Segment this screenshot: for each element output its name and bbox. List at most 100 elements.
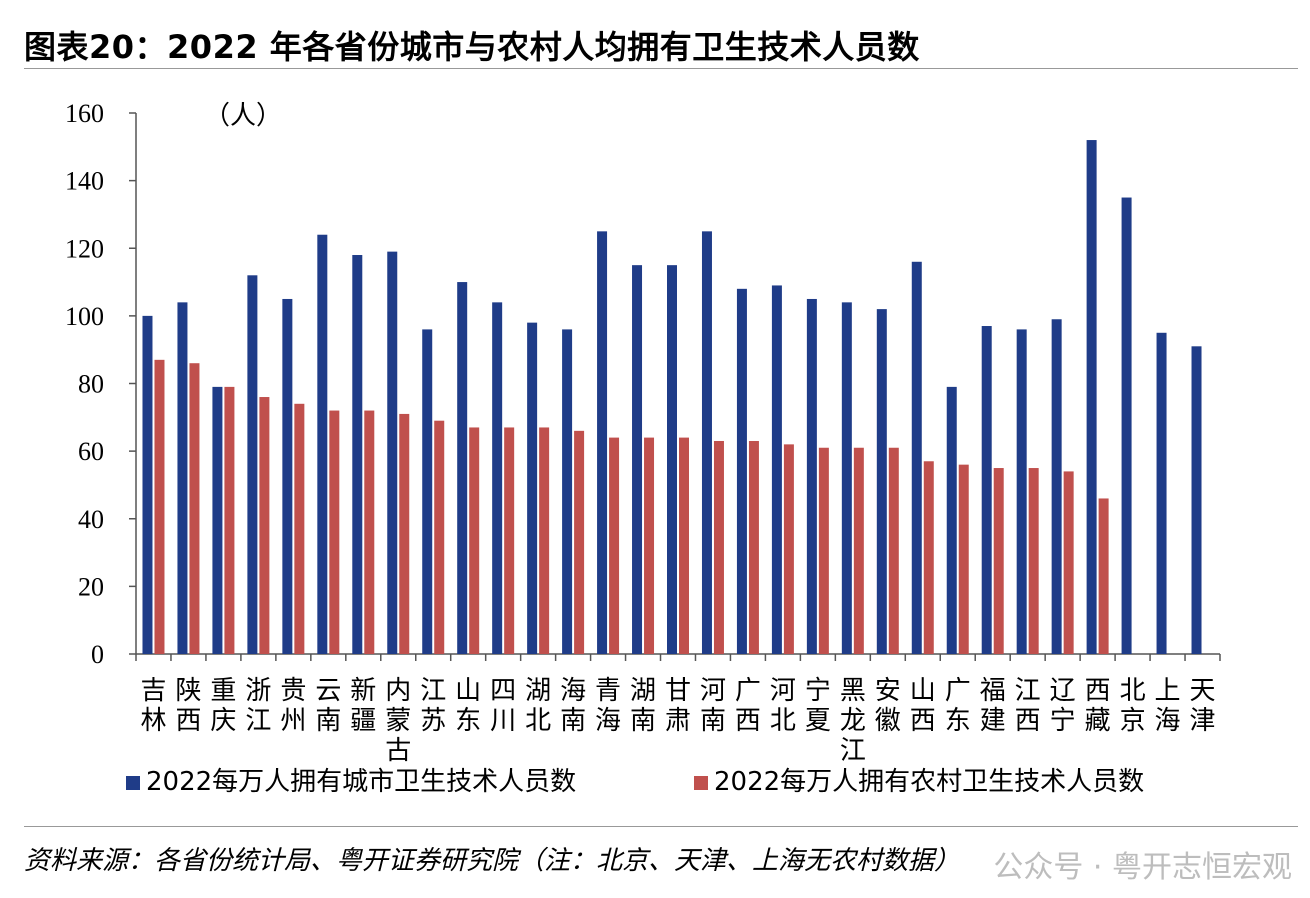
unit-label: （人） [204,101,282,131]
bar-urban [1016,329,1027,654]
bar-rural [609,437,620,654]
x-category-label: 南 [700,706,726,736]
x-category-label: 西 [910,706,936,736]
bar-rural [504,427,515,654]
bar-urban [946,386,957,654]
x-category-label: 建 [980,706,1006,736]
bar-rural [1063,471,1074,654]
y-tick-label: 40 [78,505,104,534]
x-category-label: 重 [210,676,236,706]
x-category-label: 蒙 [385,706,411,736]
bar-urban [457,282,468,654]
x-category-label: 河 [770,676,796,706]
bar-rural [399,413,410,654]
x-category-label: 海 [1155,706,1181,736]
bar-rural [748,440,759,654]
x-category-label: 夏 [805,706,831,736]
x-category-label: 上 [1155,676,1181,706]
x-category-label: 南 [560,706,586,736]
bar-urban [806,298,817,654]
x-category-label: 内 [385,676,411,706]
x-category-label: 辽 [1050,676,1076,706]
legend-label-urban: 2022每万人拥有城市卫生技术人员数 [146,767,576,797]
y-tick-label: 100 [65,302,104,331]
x-category-label: 庆 [210,706,236,736]
bar-rural [364,410,375,654]
bar-rural [993,468,1004,654]
bar-rural [539,427,550,654]
x-category-label: 吉 [140,676,166,706]
x-category-label: 河 [700,676,726,706]
bar-urban [1191,346,1202,654]
bar-rural [574,430,585,654]
x-category-label: 宁 [1050,706,1076,736]
x-category-label: 西 [735,706,761,736]
y-tick-label: 0 [91,640,104,669]
bar-urban [841,302,852,654]
x-category-label: 江 [420,676,446,706]
bar-rural [853,447,864,654]
bar-rural [644,437,655,654]
x-category-label: 浙 [245,676,271,706]
x-category-label: 东 [945,706,971,736]
figure-title: 图表20：2022 年各省份城市与农村人均拥有卫生技术人员数 [24,28,920,66]
bar-urban [771,285,782,654]
x-category-label: 川 [490,706,516,736]
x-category-label: 江 [245,706,271,736]
x-category-label: 黑 [840,676,866,706]
bar-urban [422,329,433,654]
bar-urban [387,251,398,654]
x-category-label: 西 [1085,676,1111,706]
x-category-label: 广 [735,676,761,706]
bar-urban [632,265,643,654]
x-category-label: 州 [280,706,306,736]
bar-rural [888,447,899,654]
x-category-label: 宁 [805,676,831,706]
y-tick-label: 140 [65,167,104,196]
bar-urban [1051,319,1062,654]
x-category-label: 疆 [350,706,376,736]
bar-urban [247,275,258,654]
source-rule [24,826,1298,827]
x-category-label: 四 [490,676,516,706]
legend-swatch-rural [694,776,708,790]
x-category-label: 肃 [665,706,691,736]
bar-urban [492,302,503,654]
bar-rural [189,363,200,654]
source-note: 资料来源：各省份统计局、粤开证券研究院（注：北京、天津、上海无农村数据） [24,846,961,876]
bar-urban [701,231,712,654]
bar-urban [911,261,922,654]
bar-urban [527,322,538,654]
x-category-label: 南 [630,706,656,736]
x-category-label: 西 [175,706,201,736]
x-category-label: 东 [455,706,481,736]
y-tick-label: 20 [78,572,104,601]
bar-rural [713,440,724,654]
x-category-label: 新 [350,676,376,706]
bar-urban [317,234,328,654]
x-category-label: 京 [1120,706,1146,736]
x-category-label: 北 [1120,676,1146,706]
x-category-label: 湖 [630,676,656,706]
x-category-label: 广 [945,676,971,706]
legend-label-rural: 2022每万人拥有农村卫生技术人员数 [714,767,1144,797]
bar-urban [981,326,992,654]
x-category-label: 北 [525,706,551,736]
bar-rural [1098,498,1109,654]
x-category-label: 苏 [420,706,446,736]
bar-urban [282,298,293,654]
x-category-label: 龙 [840,706,866,736]
bar-rural [679,437,689,654]
bar-rural [818,447,829,654]
x-category-label: 安 [875,676,901,706]
x-category-label: 陕 [175,676,201,706]
x-category-label: 山 [910,676,936,706]
bar-urban [597,231,608,654]
x-category-label: 徽 [875,706,901,736]
x-category-label: 贵 [280,676,306,706]
bar-urban [352,255,363,654]
x-category-label: 西 [1015,706,1041,736]
watermark: 公众号 · 粤开志恒宏观 [993,850,1292,885]
legend-swatch-urban [126,776,140,790]
